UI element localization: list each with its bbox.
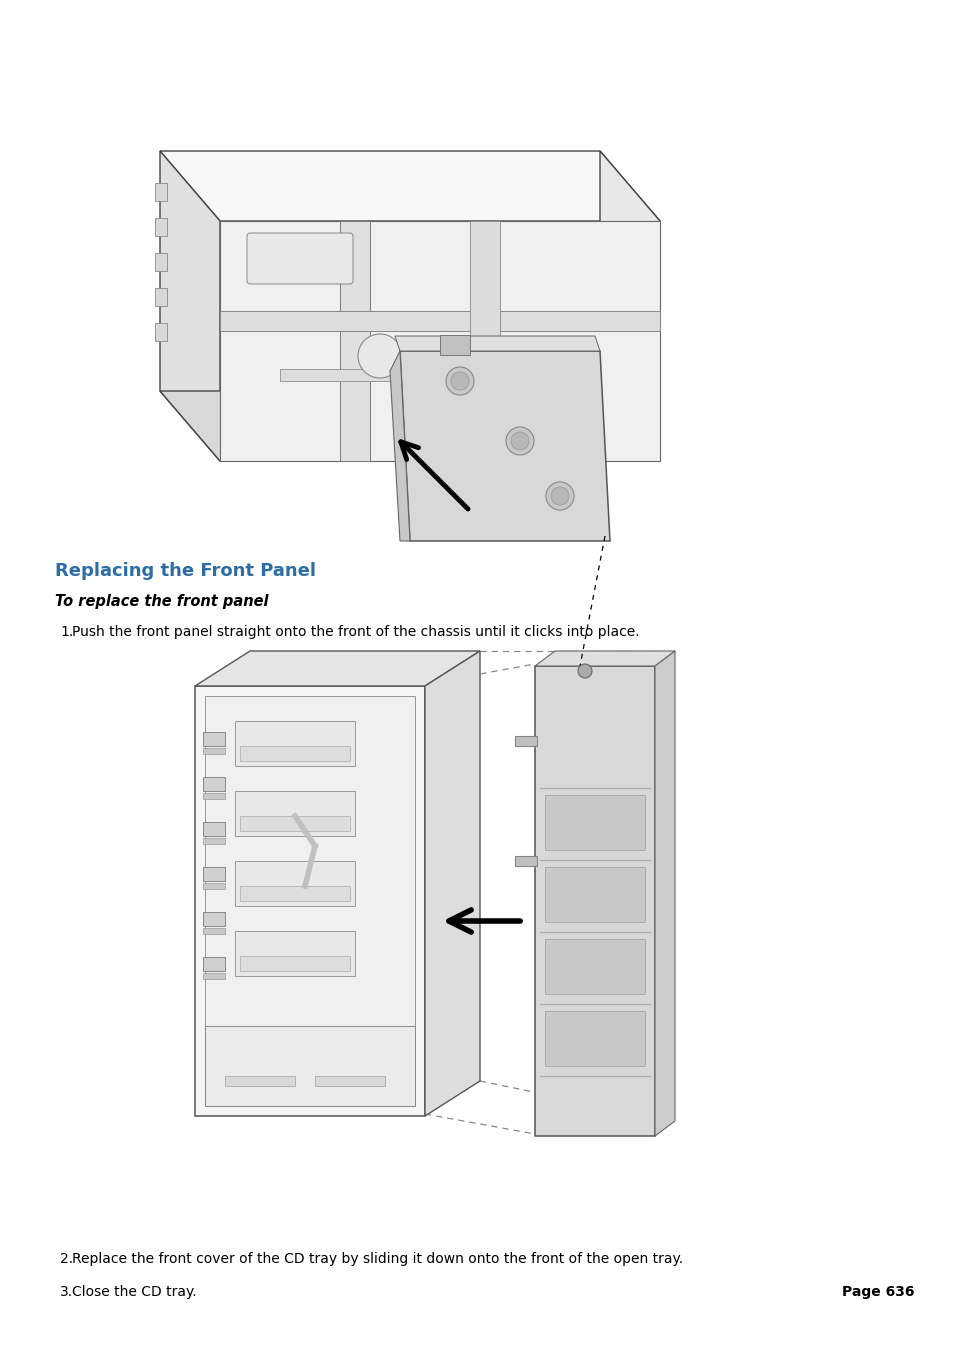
Bar xyxy=(544,867,644,921)
Text: To replace the front panel: To replace the front panel xyxy=(55,594,268,609)
Circle shape xyxy=(551,486,568,505)
Polygon shape xyxy=(220,222,659,461)
Bar xyxy=(544,794,644,850)
Polygon shape xyxy=(160,151,220,461)
Text: 1.: 1. xyxy=(60,626,73,639)
Text: Replacing the Front Panel: Replacing the Front Panel xyxy=(55,562,315,580)
Bar xyxy=(314,1075,385,1086)
Bar xyxy=(225,1075,294,1086)
Bar xyxy=(203,777,225,790)
Polygon shape xyxy=(599,151,659,461)
Bar xyxy=(154,218,167,236)
Polygon shape xyxy=(220,311,659,331)
Bar xyxy=(515,736,537,746)
Bar xyxy=(280,369,459,381)
Bar xyxy=(544,1011,644,1066)
Polygon shape xyxy=(424,651,479,1116)
Bar xyxy=(203,867,225,881)
Circle shape xyxy=(511,432,529,450)
Polygon shape xyxy=(339,222,370,461)
Polygon shape xyxy=(160,390,659,461)
Bar xyxy=(154,182,167,201)
Text: Page 636: Page 636 xyxy=(841,1285,914,1300)
Text: 3.: 3. xyxy=(60,1285,73,1300)
Bar xyxy=(203,732,225,746)
Bar xyxy=(234,931,355,975)
Polygon shape xyxy=(395,336,599,351)
Bar xyxy=(203,957,225,971)
Circle shape xyxy=(545,482,574,509)
Text: Replace the front cover of the CD tray by sliding it down onto the front of the : Replace the front cover of the CD tray b… xyxy=(71,1252,682,1266)
Circle shape xyxy=(446,367,474,394)
Bar xyxy=(234,721,355,766)
Bar xyxy=(203,912,225,925)
Polygon shape xyxy=(535,651,675,666)
Bar xyxy=(203,973,225,979)
Bar xyxy=(203,821,225,836)
Bar xyxy=(203,884,225,889)
Bar xyxy=(203,793,225,798)
Polygon shape xyxy=(399,351,609,540)
Polygon shape xyxy=(160,151,659,222)
Bar xyxy=(439,335,470,355)
Bar xyxy=(194,686,424,1116)
Text: Close the CD tray.: Close the CD tray. xyxy=(71,1285,196,1300)
Bar xyxy=(240,746,350,761)
Bar xyxy=(154,288,167,305)
Circle shape xyxy=(505,427,534,455)
Bar xyxy=(240,886,350,901)
Bar xyxy=(515,857,537,866)
Bar xyxy=(535,666,655,1136)
Bar xyxy=(240,816,350,831)
Bar xyxy=(203,748,225,754)
Bar xyxy=(234,861,355,907)
Bar xyxy=(205,1025,415,1106)
Circle shape xyxy=(578,663,592,678)
Bar xyxy=(205,696,415,1106)
Circle shape xyxy=(357,334,401,378)
Polygon shape xyxy=(194,651,479,686)
Text: Push the front panel straight onto the front of the chassis until it clicks into: Push the front panel straight onto the f… xyxy=(71,626,639,639)
Polygon shape xyxy=(390,351,410,540)
Bar xyxy=(203,838,225,844)
Bar xyxy=(203,928,225,934)
Bar xyxy=(234,790,355,836)
Polygon shape xyxy=(655,651,675,1136)
Text: 2.: 2. xyxy=(60,1252,73,1266)
Bar xyxy=(544,939,644,994)
Bar xyxy=(154,253,167,272)
Bar xyxy=(154,323,167,340)
Circle shape xyxy=(451,372,469,390)
Bar xyxy=(240,957,350,971)
FancyBboxPatch shape xyxy=(247,232,353,284)
Polygon shape xyxy=(470,222,499,461)
